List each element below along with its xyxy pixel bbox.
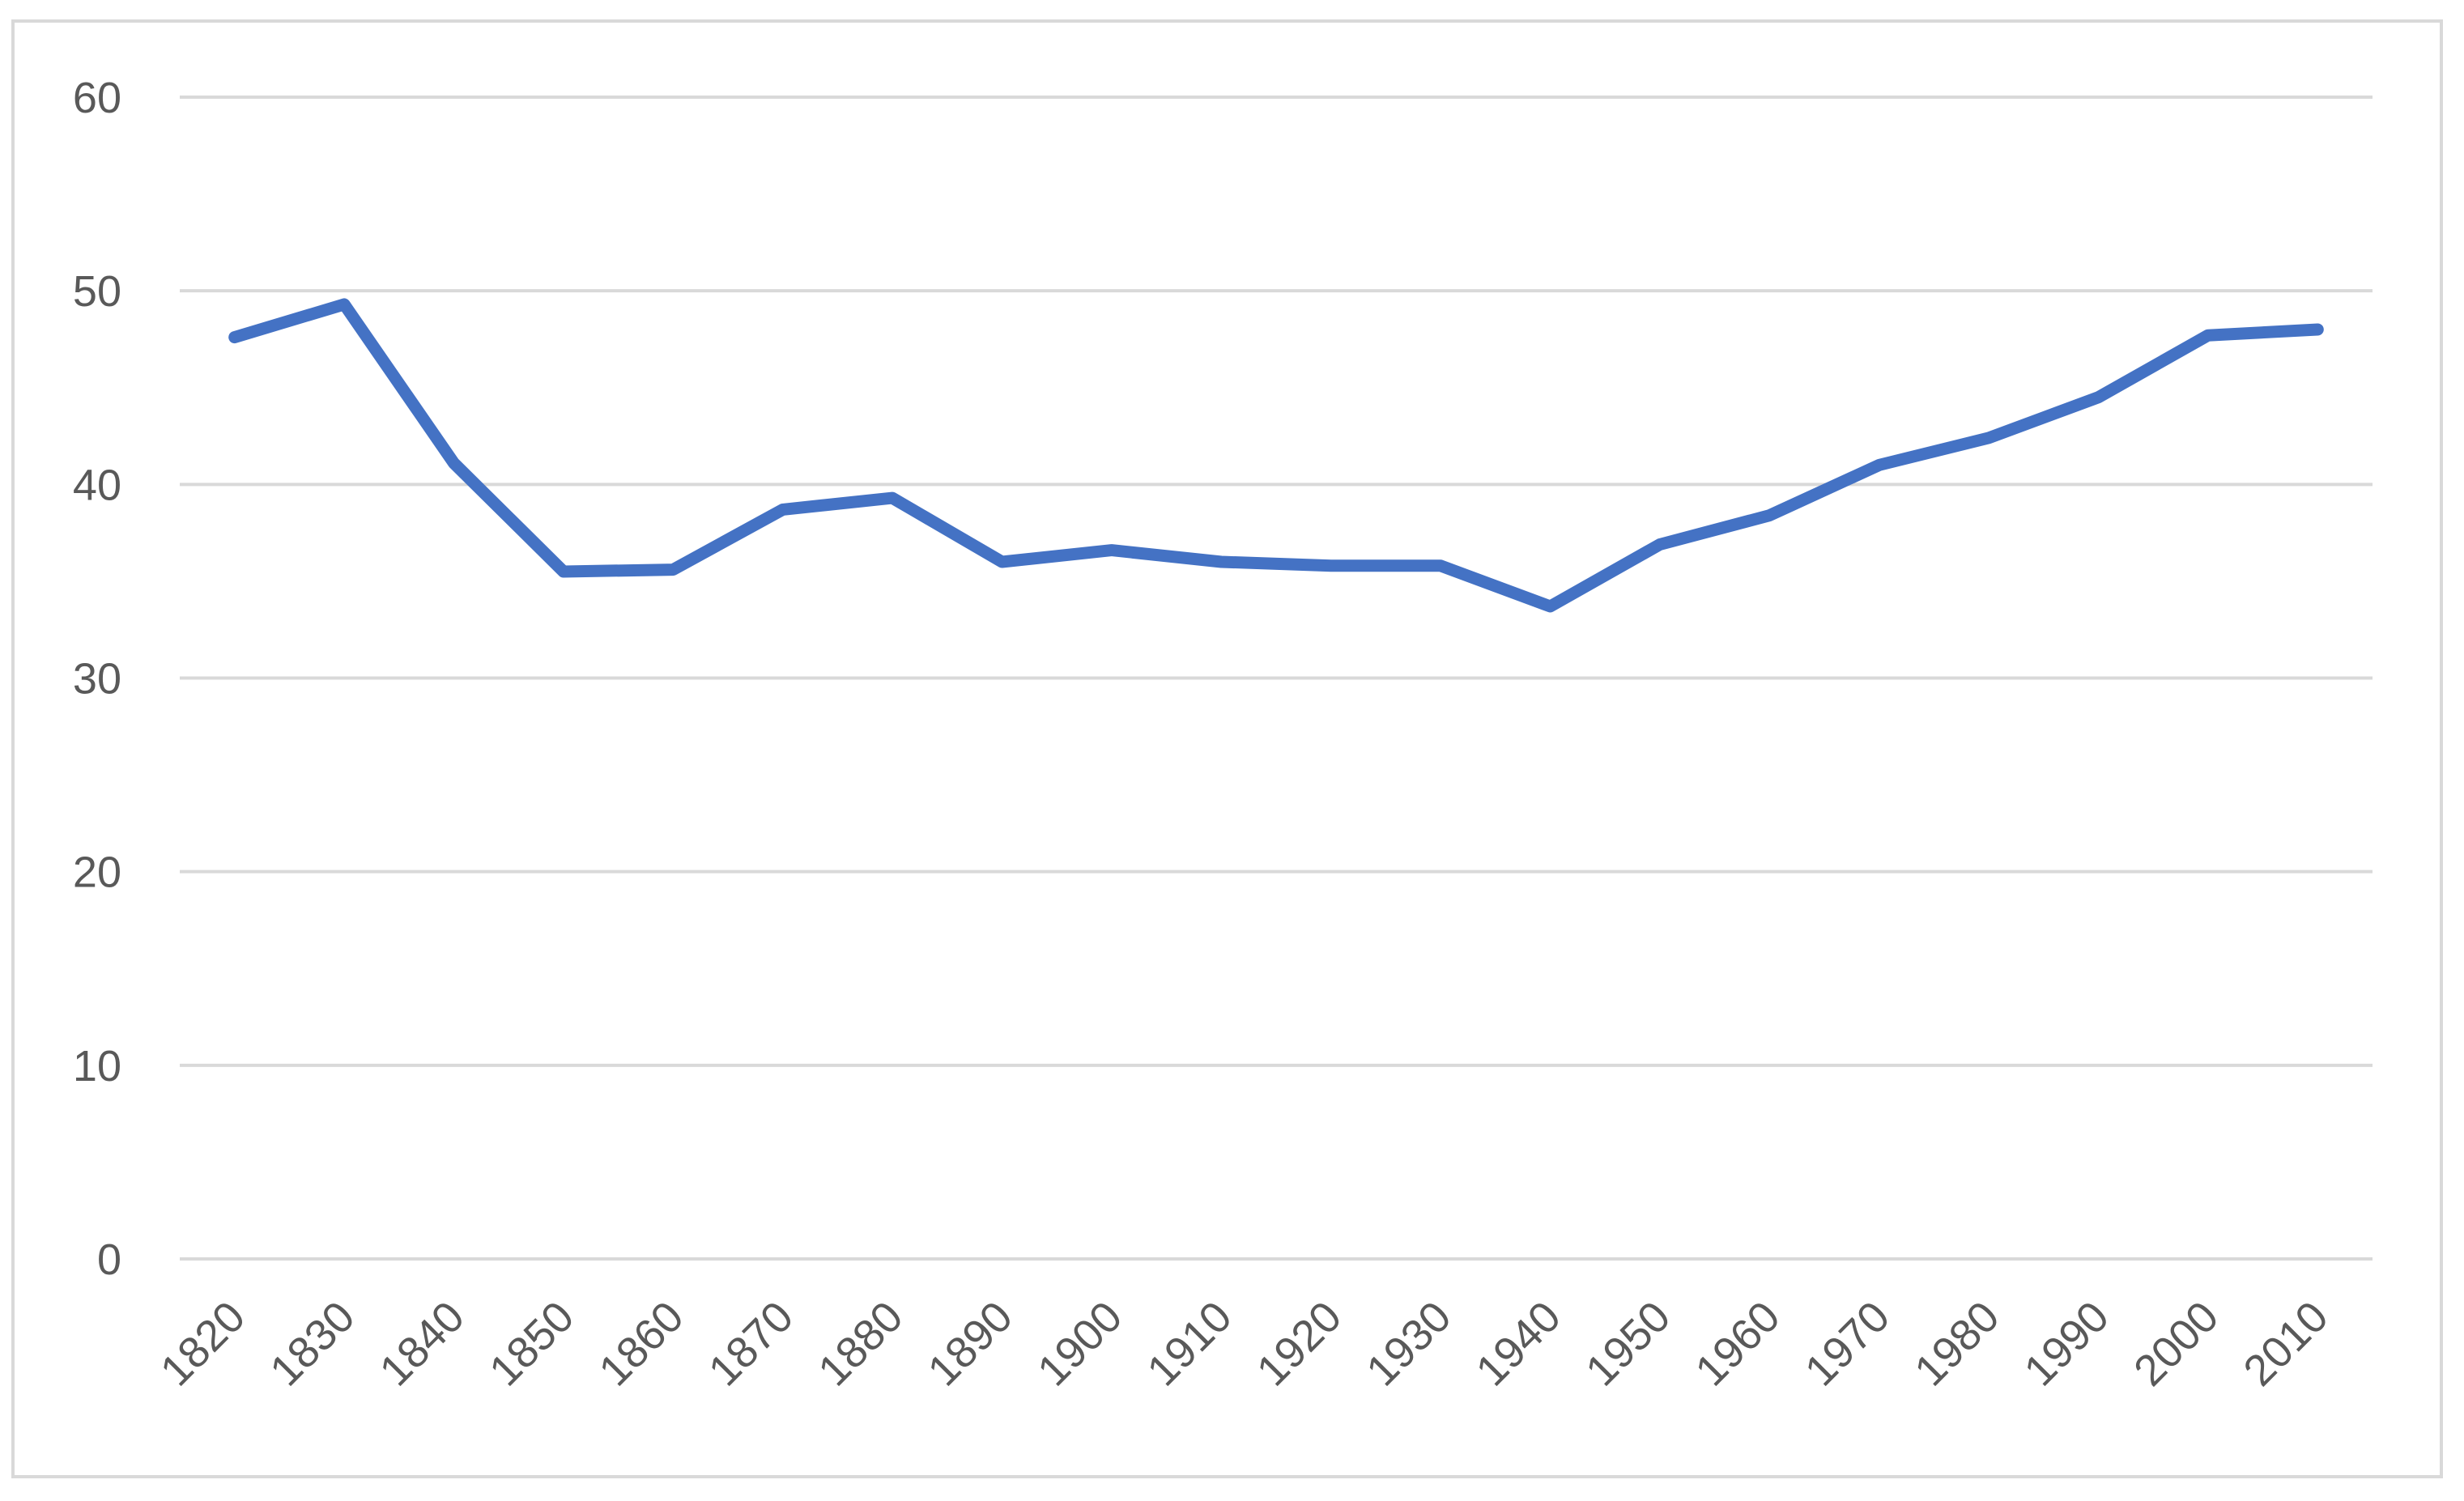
x-tick-label: 1930 bbox=[1357, 1292, 1460, 1395]
y-tick-label: 50 bbox=[73, 267, 121, 316]
chart-area bbox=[11, 19, 2443, 1478]
x-tick-label: 1950 bbox=[1577, 1292, 1679, 1395]
y-axis-tick-labels: 0 10 20 30 40 50 60 bbox=[73, 74, 121, 1284]
x-tick-label: 1840 bbox=[371, 1292, 474, 1395]
x-tick-label: 1850 bbox=[480, 1292, 583, 1395]
x-tick-label: 1940 bbox=[1467, 1292, 1570, 1395]
x-axis-tick-labels: 1820 1830 1840 1850 1860 1870 1880 1890 1900 1910… bbox=[151, 1292, 2338, 1395]
y-tick-label: 30 bbox=[73, 655, 121, 704]
x-tick-label: 1970 bbox=[1796, 1292, 1899, 1395]
x-tick-label: 1900 bbox=[1028, 1292, 1131, 1395]
x-tick-label: 1960 bbox=[1686, 1292, 1789, 1395]
y-tick-label: 0 bbox=[97, 1235, 121, 1284]
gridlines bbox=[180, 96, 2373, 1261]
y-tick-label: 40 bbox=[73, 461, 121, 509]
x-tick-label: 1830 bbox=[261, 1292, 364, 1395]
y-tick-label: 20 bbox=[73, 848, 121, 897]
series-line-0 bbox=[228, 298, 2324, 613]
y-tick-label: 60 bbox=[73, 74, 121, 122]
x-tick-label: 1980 bbox=[1905, 1292, 2008, 1395]
x-tick-label: 2000 bbox=[2125, 1292, 2228, 1395]
x-tick-label: 1870 bbox=[700, 1292, 802, 1395]
x-tick-label: 1920 bbox=[1248, 1292, 1351, 1395]
x-tick-label: 1890 bbox=[919, 1292, 1022, 1395]
x-tick-label: 1880 bbox=[809, 1292, 912, 1395]
x-tick-label: 1860 bbox=[589, 1292, 692, 1395]
series-group bbox=[228, 298, 2324, 613]
x-tick-label: 2010 bbox=[2234, 1292, 2337, 1395]
x-tick-label: 1910 bbox=[1138, 1292, 1241, 1395]
y-tick-label: 10 bbox=[73, 1042, 121, 1091]
x-tick-label: 1990 bbox=[2015, 1292, 2118, 1395]
x-tick-label: 1820 bbox=[151, 1292, 254, 1395]
